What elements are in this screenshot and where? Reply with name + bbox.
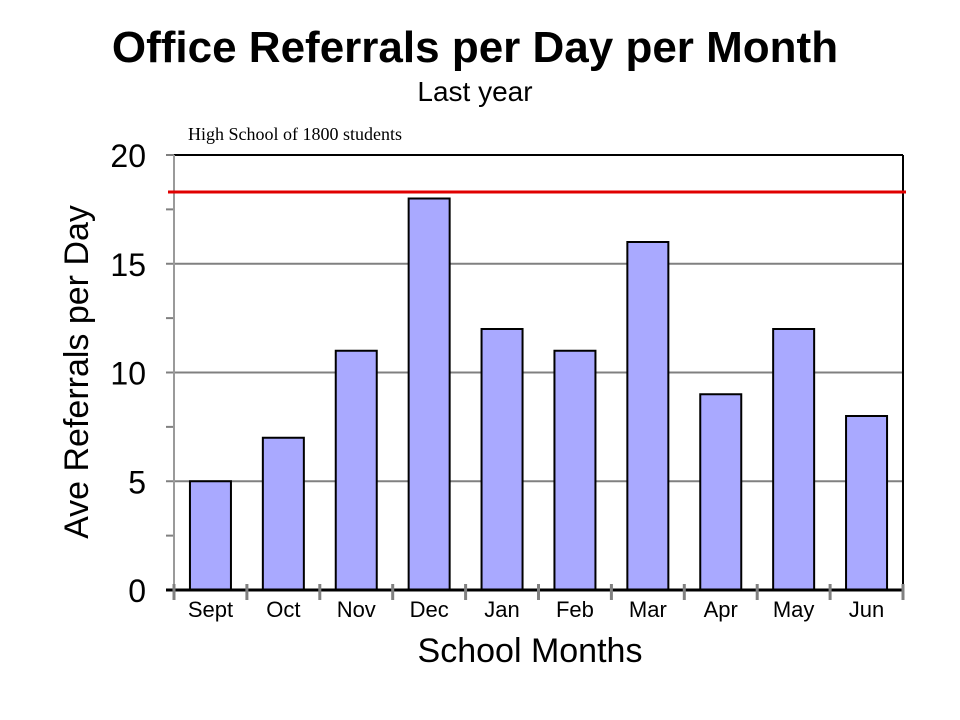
plot-frame — [166, 154, 905, 600]
chart-subtitle: Last year — [417, 76, 532, 107]
x-tick-labels: Sept Oct Nov Dec Jan Feb Mar Apr May Jun — [188, 597, 884, 622]
x-tick-label: Oct — [266, 597, 300, 622]
x-tick-label: Sept — [188, 597, 233, 622]
x-tick-label: Mar — [629, 597, 667, 622]
y-tick-label: 0 — [128, 573, 146, 609]
bar-dec — [407, 197, 451, 591]
bar-apr — [699, 393, 743, 591]
bar-feb — [553, 349, 597, 591]
bar-sept — [188, 480, 232, 591]
bar-nov — [334, 349, 378, 591]
y-tick-label: 10 — [110, 356, 146, 392]
bars — [188, 197, 889, 591]
bar-may — [772, 328, 816, 591]
y-tick-label: 15 — [110, 247, 146, 283]
chart-title: Office Referrals per Day per Month — [112, 23, 838, 72]
bar-mar — [626, 241, 670, 591]
x-tick-label: Jun — [849, 597, 884, 622]
y-tick-label: 5 — [128, 464, 146, 500]
y-tick-label: 20 — [110, 138, 146, 174]
bar-jun — [845, 415, 889, 591]
chart-annotation: High School of 1800 students — [188, 124, 402, 144]
x-tick-label: May — [773, 597, 815, 622]
x-tick-label: Dec — [410, 597, 449, 622]
x-tick-label: Feb — [556, 597, 594, 622]
y-axis-label: Ave Referrals per Day — [58, 205, 96, 539]
x-tick-label: Apr — [704, 597, 738, 622]
bar-oct — [261, 436, 305, 591]
x-axis-label: School Months — [418, 632, 643, 670]
bar-jan — [480, 328, 524, 591]
x-tick-label: Jan — [484, 597, 519, 622]
x-tick-label: Nov — [337, 597, 376, 622]
y-tick-labels: 0 5 10 15 20 — [110, 138, 146, 609]
